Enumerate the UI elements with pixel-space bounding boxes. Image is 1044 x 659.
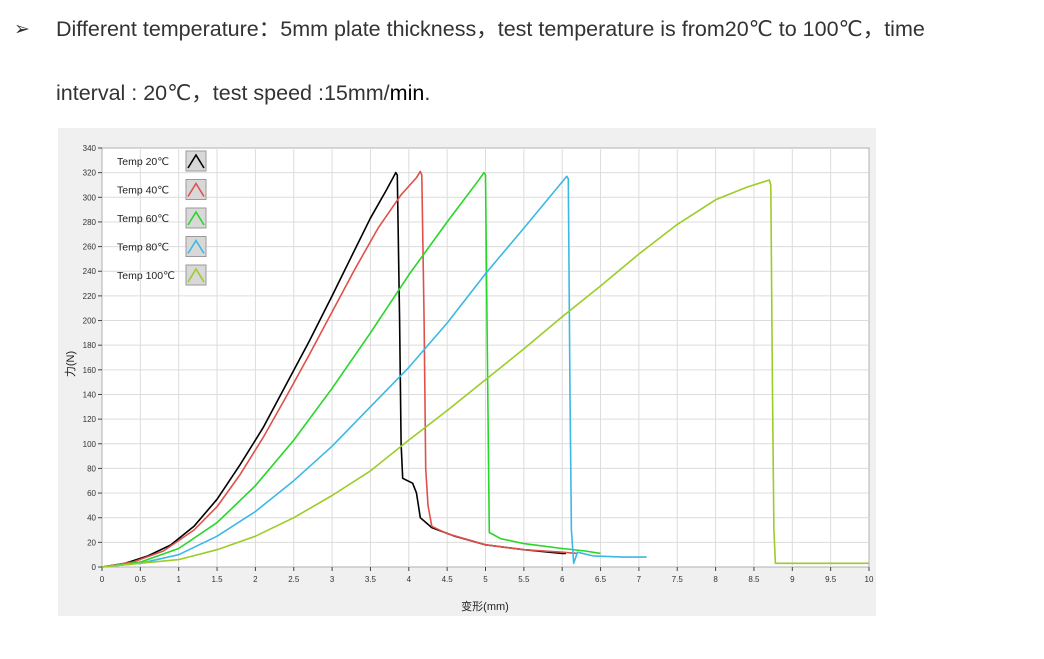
y-tick-label: 180 — [83, 341, 97, 350]
legend-swatch — [185, 236, 207, 257]
x-tick-label: 4 — [407, 575, 412, 584]
legend-swatch — [185, 207, 207, 229]
x-tick-label: 0 — [100, 575, 105, 584]
y-tick-label: 160 — [83, 366, 97, 375]
y-tick-label: 80 — [87, 464, 96, 473]
x-tick-label: 7.5 — [672, 575, 684, 584]
series-line-3 — [101, 171, 601, 568]
legend-label: Temp 40℃ — [117, 185, 169, 197]
y-axis-label: 力(N) — [64, 351, 77, 377]
y-tick-label: 200 — [83, 317, 97, 326]
x-tick-label: 6 — [560, 575, 565, 584]
x-tick-label: 3 — [330, 575, 335, 584]
x-tick-label: 8 — [713, 575, 718, 584]
x-tick-label: 9.5 — [825, 575, 837, 584]
legend-line-marker — [187, 210, 205, 226]
x-tick-label: 7 — [637, 575, 642, 584]
legend-label: Temp 100℃ — [117, 270, 175, 282]
y-tick-label: 320 — [83, 169, 97, 178]
y-tick-label: 340 — [83, 144, 97, 153]
x-tick-label: 3.5 — [365, 575, 377, 584]
x-tick-label: 2.5 — [288, 575, 300, 584]
x-tick-label: 2 — [253, 575, 258, 584]
legend-label: Temp 80℃ — [117, 242, 169, 254]
series-line-5 — [101, 179, 869, 568]
x-axis-label: 变形(mm) — [461, 599, 509, 613]
y-tick-label: 0 — [92, 563, 97, 572]
line2-unit: min — [389, 81, 425, 105]
x-tick-label: 5 — [483, 575, 488, 584]
x-tick-label: 1 — [176, 575, 181, 584]
y-tick-label: 40 — [87, 514, 96, 523]
force-deformation-chart: 0204060801001201401601802002202402602803… — [64, 144, 874, 613]
y-tick-label: 260 — [83, 243, 97, 252]
legend-label: Temp 20℃ — [117, 156, 169, 168]
y-tick-label: 20 — [87, 538, 96, 547]
paragraph-line-1: Different temperature：5mm plate thicknes… — [56, 17, 925, 41]
series-line-2 — [101, 170, 578, 568]
legend-line-marker — [187, 153, 205, 169]
series-lines — [101, 170, 869, 568]
x-tick-label: 5.5 — [518, 575, 530, 584]
legend-line-marker — [187, 238, 205, 254]
legend-line-marker — [187, 181, 205, 197]
x-tick-label: 0.5 — [135, 575, 147, 584]
legend-swatch — [185, 264, 207, 286]
x-axis-ticks: 0 0.5 1 1.5 2 2.5 3 3.5 4 4.5 5 5.5 6 6.5 7 7.5 8 8.5 9 9.5… — [100, 567, 874, 584]
paragraph-body: Different temperature：5mm plate thicknes… — [56, 14, 1031, 45]
y-tick-label: 120 — [83, 415, 97, 424]
y-axis-ticks: 0 20 40 60 80 100 120 140 160 180 200 220 240 260 280 3… — [83, 144, 102, 572]
paragraph-line-2: interval : 20℃，test speed :15mm/min. — [56, 78, 430, 109]
y-tick-label: 220 — [83, 292, 97, 301]
legend-swatch — [185, 150, 207, 172]
chart-panel: 0 20 40 60 80 100 120 140 160 180 200 220 240 260 280 3… — [58, 128, 876, 616]
legend-swatch — [185, 179, 207, 200]
x-tick-label: 9 — [790, 575, 795, 584]
x-tick-label: 4.5 — [442, 575, 454, 584]
y-tick-label: 280 — [83, 218, 97, 227]
bullet-arrow-icon: ➢ — [14, 19, 30, 40]
x-tick-label: 8.5 — [748, 575, 760, 584]
x-tick-label: 10 — [865, 575, 874, 584]
legend-line-marker — [187, 267, 205, 283]
y-tick-label: 140 — [83, 390, 97, 399]
y-tick-label: 300 — [83, 193, 97, 202]
line2-prefix: interval : 20℃，test speed :15mm/ — [56, 81, 390, 105]
legend-label: Temp 60℃ — [117, 213, 169, 225]
x-tick-label: 1.5 — [211, 575, 223, 584]
y-tick-label: 60 — [87, 489, 96, 498]
legend: Temp 20℃ Temp 40℃ Temp 60℃ Temp 80℃ Temp 100… — [117, 150, 207, 286]
series-line-4 — [101, 175, 647, 568]
y-tick-label: 100 — [83, 440, 97, 449]
x-tick-label: 6.5 — [595, 575, 607, 584]
y-tick-label: 240 — [83, 267, 97, 276]
line2-suffix: . — [424, 81, 431, 105]
